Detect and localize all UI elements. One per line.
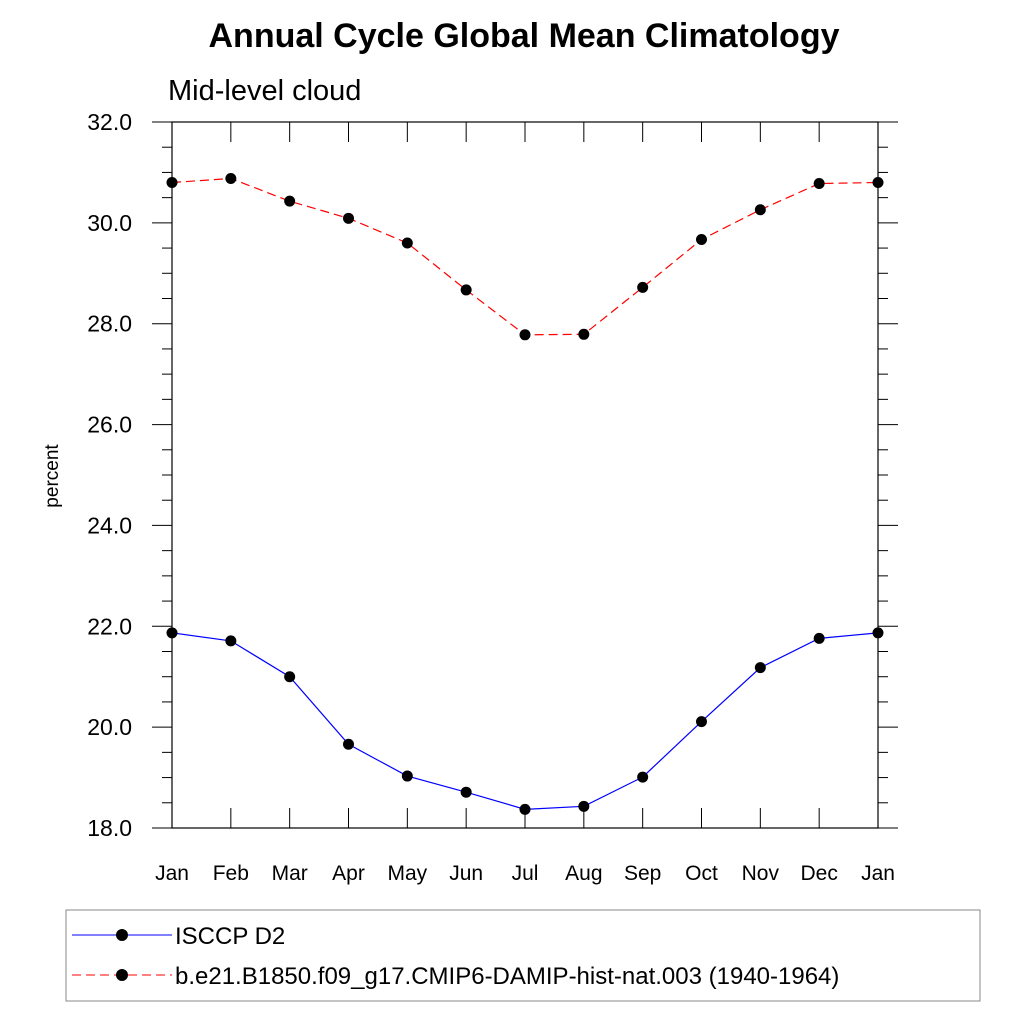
y-tick-label: 26.0 (87, 412, 132, 438)
data-point-series-1 (696, 233, 707, 245)
data-point-series-1 (460, 284, 472, 296)
data-point-series-0 (754, 662, 766, 674)
legend: ISCCP D2 b.e21.B1850.f09_g17.CMIP6-DAMIP… (65, 909, 981, 1002)
data-point-series-1 (401, 237, 413, 249)
y-tick-label: 20.0 (87, 714, 132, 740)
data-point-series-0 (284, 671, 296, 683)
data-point-series-0 (225, 635, 237, 647)
legend-label: b.e21.B1850.f09_g17.CMIP6-DAMIP-hist-nat… (175, 963, 839, 990)
data-point-series-0 (578, 800, 590, 812)
legend-swatch-marker (116, 929, 128, 941)
data-point-series-1 (578, 328, 590, 340)
data-point-series-1 (284, 195, 296, 207)
x-tick-label: Apr (332, 862, 365, 885)
data-point-series-1 (225, 172, 237, 184)
x-tick-label: Jun (449, 862, 483, 885)
y-axis-label: percent (42, 444, 63, 508)
data-point-series-1 (637, 281, 649, 293)
data-point-series-0 (637, 771, 649, 783)
x-tick-label: Jan (861, 862, 895, 885)
data-point-series-0 (343, 738, 354, 750)
chart-subtitle: Mid-level cloud (168, 75, 361, 107)
y-tick-label: 22.0 (87, 613, 132, 639)
plot-frame (171, 121, 879, 829)
chart-title: Annual Cycle Global Mean Climatology (209, 17, 840, 55)
x-tick-label: Jan (155, 862, 189, 885)
y-tick-label: 28.0 (87, 311, 132, 337)
x-tick-label: Mar (272, 862, 308, 885)
legend-swatch-marker (116, 969, 128, 981)
x-tick-label: Aug (565, 862, 602, 885)
x-tick-label: Oct (685, 862, 718, 885)
axes: 18.0 20.0 22.0 24.0 26.0 28.0 30.0 32.0 Jan Feb Ma… (87, 109, 898, 885)
x-tick-label: May (387, 862, 427, 885)
x-tick-label: Feb (213, 862, 249, 885)
x-tick-label: Jul (512, 862, 539, 885)
x-tick-label: Nov (742, 862, 780, 885)
data-point-series-0 (696, 716, 707, 728)
x-tick-label: Sep (624, 862, 661, 885)
y-tick-label: 32.0 (87, 109, 132, 135)
series-line-0 (171, 632, 879, 810)
data-point-series-0 (460, 786, 472, 798)
y-tick-label: 24.0 (87, 512, 132, 538)
data-point-series-1 (754, 204, 766, 216)
y-tick-label: 18.0 (87, 815, 132, 841)
y-tick-label: 30.0 (87, 210, 132, 236)
data-point-series-1 (519, 329, 531, 341)
plot-area (166, 172, 884, 815)
data-point-series-1 (813, 178, 825, 190)
data-point-series-0 (813, 632, 825, 644)
legend-box (65, 909, 981, 1002)
legend-item-model: b.e21.B1850.f09_g17.CMIP6-DAMIP-hist-nat… (72, 963, 839, 990)
legend-label: ISCCP D2 (175, 923, 285, 950)
x-tick-label: Dec (800, 862, 837, 885)
data-point-series-1 (343, 212, 354, 224)
legend-item-isccp: ISCCP D2 (72, 923, 285, 950)
data-point-series-0 (401, 770, 413, 782)
series-line-1 (171, 177, 879, 336)
